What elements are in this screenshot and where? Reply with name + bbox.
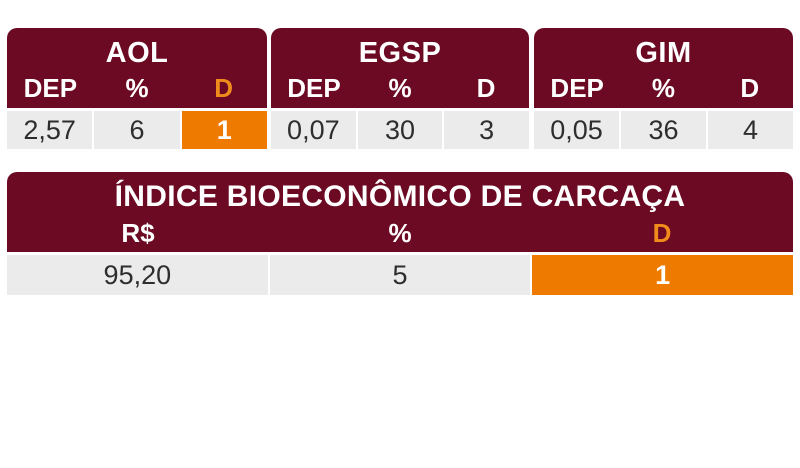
gim-percent-label: % — [651, 73, 676, 103]
egsp-d-value: 3 — [444, 111, 530, 149]
egsp-values: 0,07 30 3 — [271, 111, 530, 149]
aol-header: AOL DEP % D — [7, 28, 267, 108]
gim-dep-label: DEP — [550, 73, 604, 103]
egsp-dep-value: 0,07 — [271, 111, 356, 149]
aol-percent-value: 6 — [94, 111, 180, 149]
aol-dep-label: DEP — [23, 73, 78, 103]
aol-dep-value: 2,57 — [7, 111, 93, 149]
gim-dep-value: 0,05 — [534, 111, 619, 149]
carcass-index-values: 95,20 5 1 — [7, 255, 794, 295]
gim-title: GIM — [635, 37, 692, 69]
egsp-dep-label: DEP — [287, 73, 341, 103]
carcass-index-rs-label: R$ — [121, 218, 155, 248]
egsp-group: EGSP DEP % D 0,07 30 3 — [271, 28, 530, 152]
carcass-index-percent-value: 5 — [269, 255, 531, 295]
carcass-index-title: ÍNDICE BIOECONÔMICO DE CARCAÇA — [114, 180, 686, 213]
carcass-index-group: ÍNDICE BIOECONÔMICO DE CARCAÇA R$ % D 95… — [7, 172, 794, 295]
aol-d-value: 1 — [181, 111, 267, 149]
gim-group: GIM DEP % D 0,05 36 4 — [534, 28, 793, 152]
gim-header: GIM DEP % D — [534, 28, 793, 108]
aol-values: 2,57 6 1 — [7, 111, 267, 149]
gim-percent-value: 36 — [621, 111, 706, 149]
carcass-index-rs-value: 95,20 — [7, 255, 268, 295]
egsp-percent-label: % — [388, 73, 412, 103]
egsp-percent-value: 30 — [357, 111, 443, 149]
aol-group: AOL DEP % D 2,57 6 1 — [7, 28, 267, 152]
aol-percent-label: % — [125, 73, 149, 103]
gim-values: 0,05 36 4 — [534, 111, 793, 149]
carcass-index-d-label: D — [652, 218, 672, 248]
carcass-index-percent-label: % — [388, 218, 412, 248]
aol-title: AOL — [105, 37, 169, 69]
gim-d-value: 4 — [708, 111, 793, 149]
egsp-d-label: D — [476, 73, 496, 103]
aol-d-label: D — [214, 73, 234, 103]
egsp-title: EGSP — [358, 37, 442, 69]
gim-d-label: D — [740, 73, 760, 103]
carcass-index-d-value: 1 — [532, 255, 794, 295]
carcass-index-header: ÍNDICE BIOECONÔMICO DE CARCAÇA R$ % D — [7, 172, 793, 252]
egsp-header: EGSP DEP % D — [271, 28, 529, 108]
